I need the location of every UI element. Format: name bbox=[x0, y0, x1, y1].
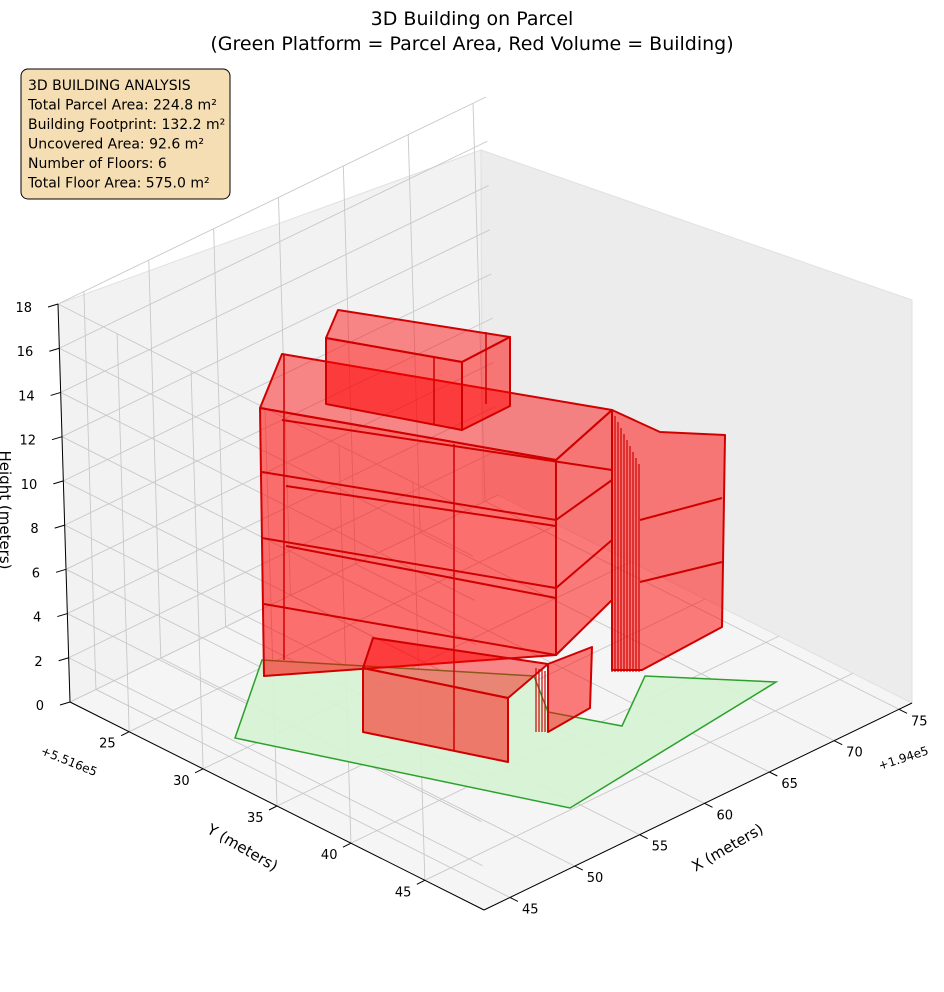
z-tick bbox=[54, 524, 65, 529]
z-grid-line bbox=[63, 273, 492, 482]
info-line: 3D BUILDING ANALYSIS bbox=[28, 78, 191, 94]
z-tick-label: 18 bbox=[15, 301, 32, 316]
z-tick bbox=[58, 657, 69, 662]
x-axis-label: X (meters) bbox=[688, 820, 766, 875]
info-line: Building Footprint: 132.2 m² bbox=[28, 117, 225, 133]
building-and-parcel bbox=[234, 309, 779, 809]
x-tick bbox=[704, 802, 713, 808]
floor-line bbox=[285, 545, 557, 599]
x-tick-label: 70 bbox=[846, 746, 863, 761]
z-tick-label: 16 bbox=[17, 345, 34, 360]
x-grid-line bbox=[472, 103, 486, 502]
z-axis-label: Height (meters) bbox=[0, 451, 14, 570]
z-axis-line bbox=[57, 303, 71, 703]
z-tick bbox=[57, 613, 68, 618]
x-tick-label: 50 bbox=[587, 871, 604, 886]
y-tick-label: 30 bbox=[173, 774, 190, 789]
x-tick bbox=[833, 740, 843, 746]
y-tick bbox=[120, 731, 130, 737]
chart-title: 3D Building on Parcel bbox=[371, 8, 574, 30]
x-tick bbox=[898, 708, 908, 714]
info-box: 3D BUILDING ANALYSIS Total Parcel Area: … bbox=[20, 68, 231, 200]
z-grid-line bbox=[61, 229, 491, 438]
y-tick bbox=[268, 805, 278, 811]
right-wing bbox=[611, 409, 726, 671]
x-tick-label: 75 bbox=[911, 714, 928, 729]
x-grid-line bbox=[148, 260, 162, 659]
x-offset-label: +1.94e5 bbox=[877, 744, 931, 773]
info-line: Total Floor Area: 575.0 m² bbox=[27, 176, 210, 192]
y-tick-label: 40 bbox=[321, 848, 338, 863]
info-line: Number of Floors: 6 bbox=[28, 156, 167, 172]
floor-line bbox=[263, 603, 557, 656]
x-tick-label: 60 bbox=[716, 808, 733, 823]
z-tick bbox=[50, 391, 61, 396]
z-tick-label: 0 bbox=[36, 699, 44, 714]
annex-front bbox=[362, 667, 509, 763]
z-grid-line bbox=[59, 140, 488, 349]
axes-ticks: 45 50 55 60 65 70 75 25 30 35 40 45 0 2 4 6 8 10 12 14 16 18 bbox=[15, 301, 927, 917]
z-tick bbox=[55, 568, 67, 573]
z-tick bbox=[51, 436, 63, 441]
floor-line bbox=[281, 419, 613, 471]
z-tick bbox=[47, 303, 59, 308]
chart-subtitle: (Green Platform = Parcel Area, Red Volum… bbox=[210, 33, 733, 55]
floor-line bbox=[639, 561, 723, 583]
z-tick-label: 8 bbox=[30, 522, 38, 537]
y-axis-line bbox=[69, 701, 485, 911]
z-tick-label: 14 bbox=[18, 389, 35, 404]
floor-line bbox=[639, 497, 723, 521]
annex-side bbox=[547, 646, 593, 733]
x-axis-line bbox=[483, 702, 913, 911]
z-grid-line bbox=[60, 185, 489, 393]
y-tick-label: 45 bbox=[395, 885, 412, 900]
floor-line bbox=[261, 471, 613, 522]
y-offset-label: +5.516e5 bbox=[39, 744, 99, 779]
x-tick bbox=[639, 834, 648, 840]
z-tick bbox=[59, 701, 71, 706]
y-tick-label: 25 bbox=[99, 737, 116, 752]
x-tick-label: 65 bbox=[781, 777, 798, 792]
z-tick-label: 4 bbox=[33, 611, 41, 626]
y-tick bbox=[342, 842, 352, 848]
y-tick bbox=[194, 768, 204, 774]
y-grid-line bbox=[190, 370, 204, 769]
z-tick bbox=[53, 480, 64, 485]
z-tick-label: 6 bbox=[32, 566, 40, 581]
z-tick-label: 12 bbox=[19, 434, 36, 449]
z-tick bbox=[49, 347, 60, 352]
floor-line bbox=[261, 537, 613, 590]
y-tick-label: 35 bbox=[247, 811, 264, 826]
x-tick-label: 55 bbox=[652, 840, 669, 855]
x-tick bbox=[574, 865, 584, 871]
x-grid-line bbox=[83, 291, 97, 690]
z-grid-line bbox=[57, 96, 487, 305]
floor-line bbox=[285, 485, 557, 527]
z-tick-label: 10 bbox=[21, 478, 38, 493]
x-tick bbox=[509, 897, 519, 902]
y-grid-line bbox=[116, 333, 130, 732]
info-line: Total Parcel Area: 224.8 m² bbox=[27, 98, 217, 114]
z-tick-label: 2 bbox=[34, 655, 42, 670]
y-axis-label: Y (meters) bbox=[203, 820, 281, 875]
info-box-background bbox=[20, 68, 231, 200]
x-grid-line bbox=[213, 228, 227, 627]
info-line: Uncovered Area: 92.6 m² bbox=[28, 137, 204, 153]
y-tick bbox=[416, 879, 426, 885]
x-tick-label: 45 bbox=[522, 902, 539, 917]
x-tick bbox=[769, 771, 778, 777]
y-grid-line bbox=[424, 672, 854, 881]
